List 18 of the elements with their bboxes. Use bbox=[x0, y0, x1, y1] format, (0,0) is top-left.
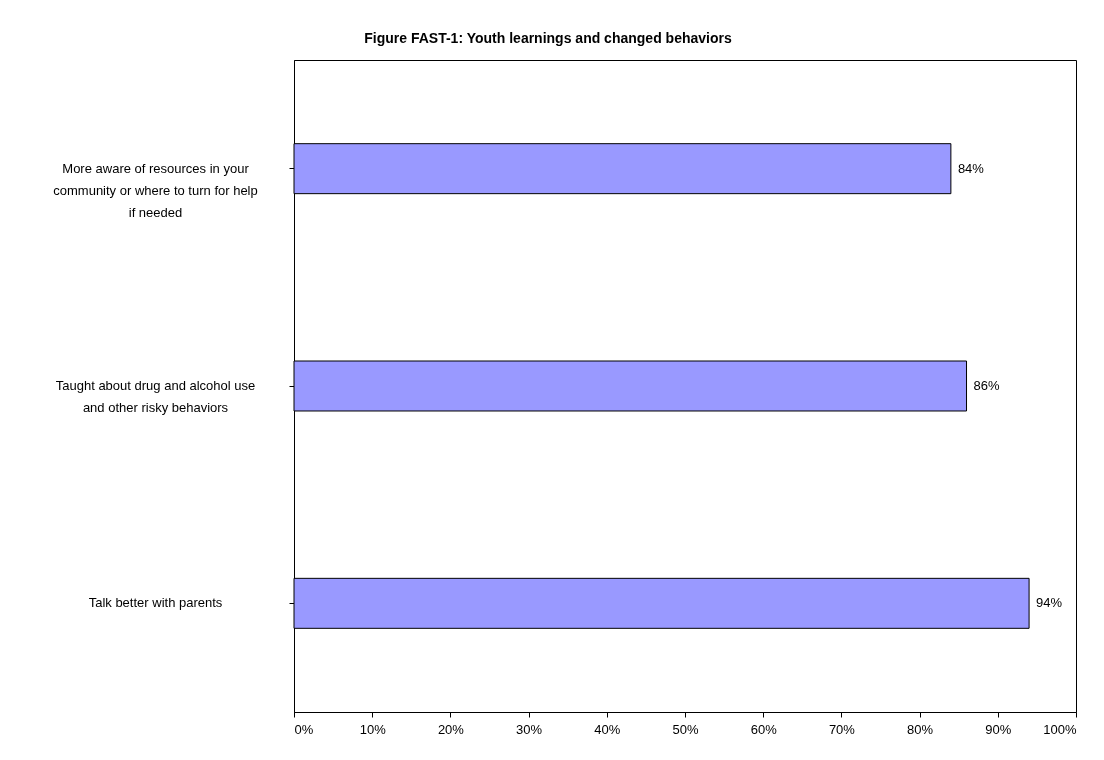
x-tick-label: 0% bbox=[294, 721, 314, 737]
chart-title: Figure FAST-1: Youth learnings and changed behaviors bbox=[364, 30, 732, 46]
y-tick-label: More aware of resources in your community or where to turn for help if needed bbox=[53, 160, 258, 220]
data-label: 84% bbox=[957, 160, 985, 176]
data-label: 94% bbox=[1036, 595, 1063, 611]
x-tick-label: 30% bbox=[516, 721, 543, 737]
x-tick-label: 70% bbox=[828, 721, 856, 737]
x-tick-label: 50% bbox=[672, 721, 699, 737]
x-tick-label: 10% bbox=[359, 721, 387, 737]
x-tick-label: 20% bbox=[437, 721, 465, 737]
y-tick-label: Taught about drug and alcohol use and other risky behaviors bbox=[55, 378, 256, 415]
x-tick-label: 60% bbox=[750, 721, 778, 737]
y-tick-label: Talk better with parents bbox=[88, 595, 223, 611]
x-tick-label: 40% bbox=[594, 721, 621, 737]
x-tick-label: 80% bbox=[907, 721, 934, 737]
x-tick-label: 100% bbox=[1043, 721, 1077, 737]
data-label: 86% bbox=[973, 378, 1000, 393]
x-tick-label: 90% bbox=[985, 721, 1012, 737]
